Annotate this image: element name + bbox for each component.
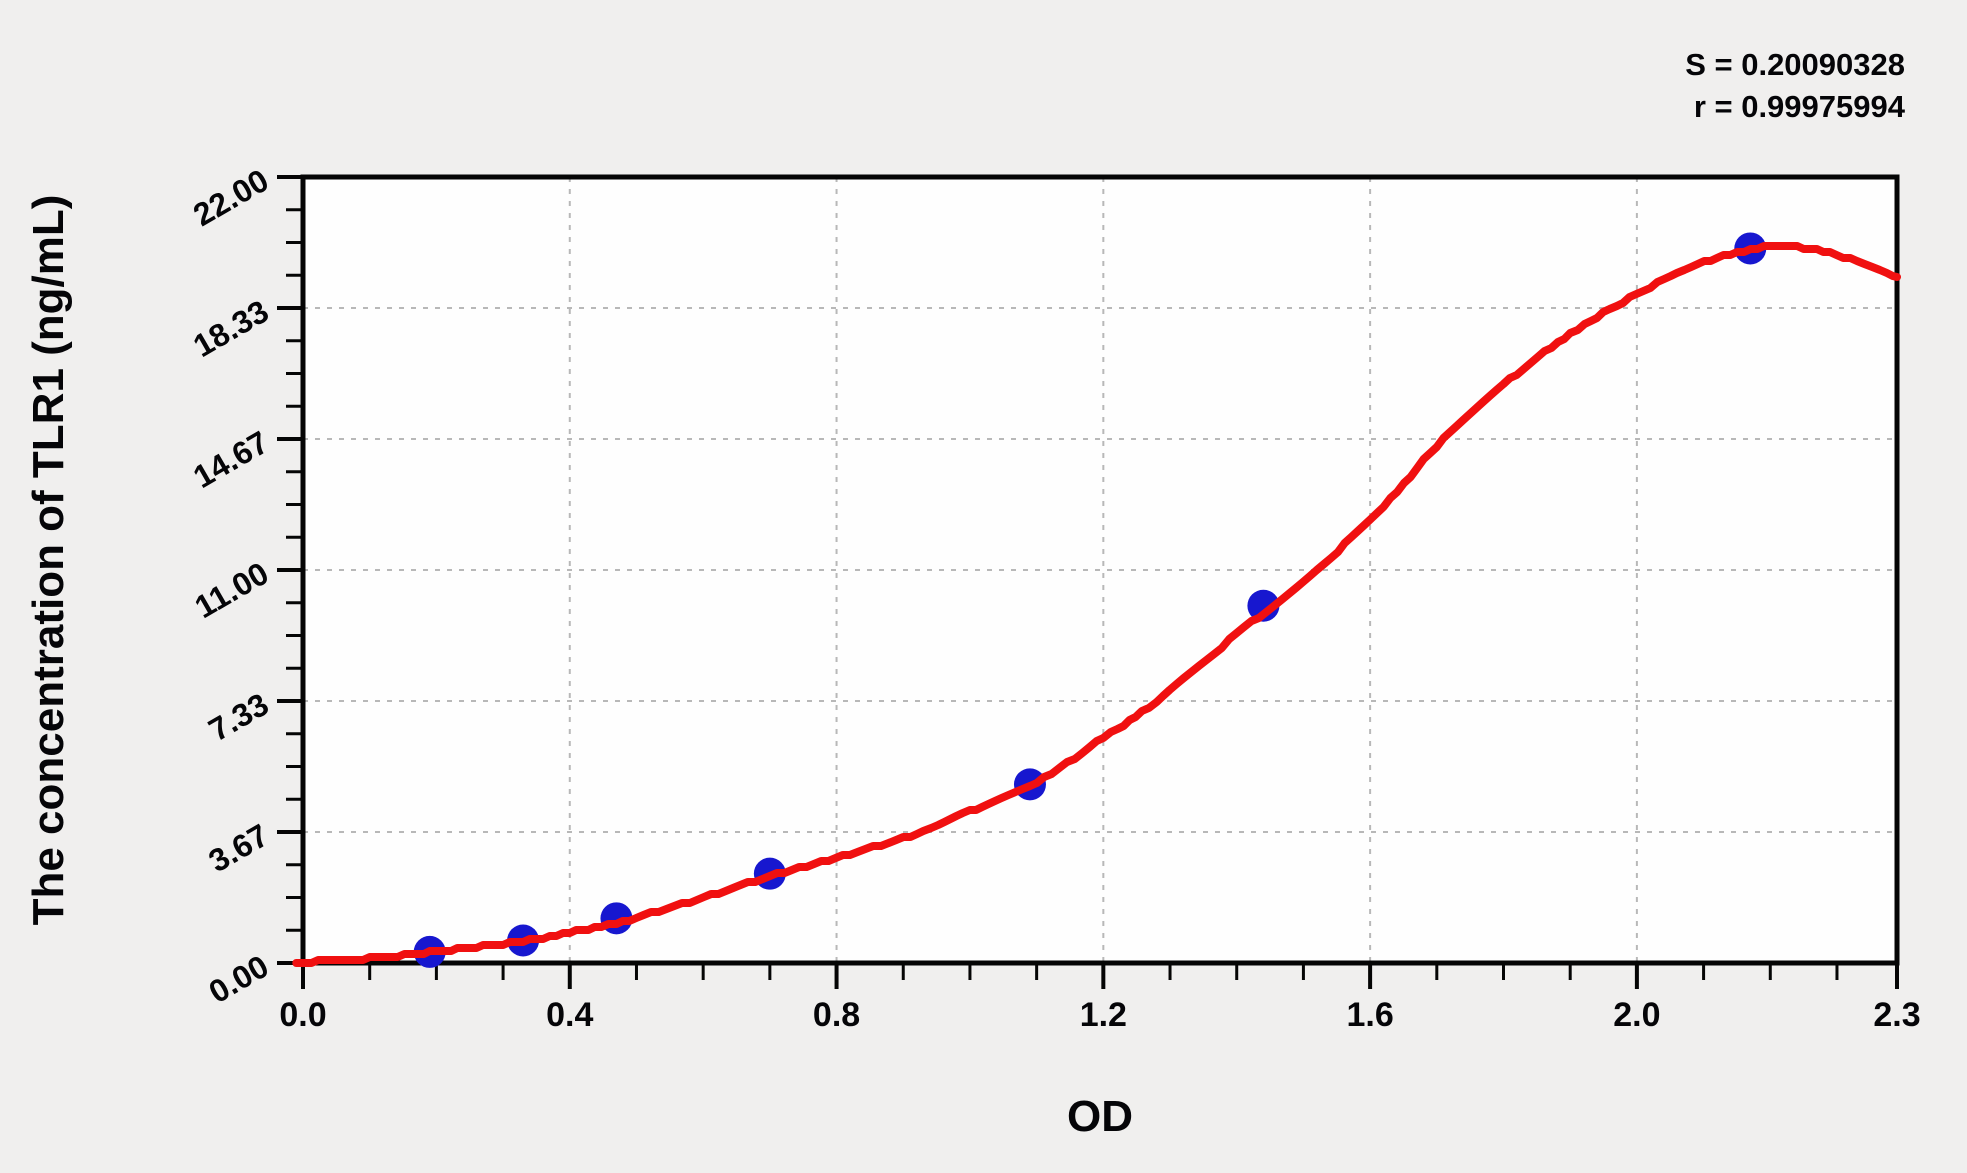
x-tick-label: 2.3 bbox=[1873, 996, 1920, 1034]
x-tick-label: 1.6 bbox=[1346, 996, 1393, 1034]
data-point bbox=[1247, 589, 1280, 622]
x-tick-label: 2.0 bbox=[1613, 996, 1660, 1034]
ticks-layer bbox=[277, 175, 1899, 989]
fitted-curve-layer bbox=[292, 242, 1901, 967]
x-tick-label: 0.4 bbox=[546, 996, 593, 1034]
y-tick-label: 22.00 bbox=[187, 162, 274, 233]
fit-statistics: S = 0.20090328 r = 0.99975994 bbox=[1685, 44, 1905, 128]
x-tick-label: 0.0 bbox=[279, 996, 326, 1034]
y-tick-label: 18.33 bbox=[187, 293, 274, 364]
fitted-curve-path bbox=[292, 242, 1901, 967]
x-axis-title: OD bbox=[1067, 1092, 1133, 1141]
x-tick-label: 1.2 bbox=[1080, 996, 1127, 1034]
y-tick-label: 7.33 bbox=[203, 686, 275, 748]
y-tick-label: 3.67 bbox=[203, 817, 275, 879]
fit-r-value: r = 0.99975994 bbox=[1693, 89, 1905, 124]
y-tick-label: 11.00 bbox=[189, 555, 275, 625]
fit-s-value: S = 0.20090328 bbox=[1685, 47, 1905, 82]
plot-frame bbox=[300, 174, 1900, 966]
y-axis-title: The concentration of TLR1 (ng/mL) bbox=[24, 195, 73, 926]
axes-frame-layer bbox=[300, 174, 1900, 966]
x-tick-label: 0.8 bbox=[813, 996, 860, 1034]
y-tick-label: 0.00 bbox=[203, 948, 275, 1010]
gridlines-layer bbox=[303, 177, 1897, 963]
y-tick-label: 14.67 bbox=[187, 424, 274, 495]
